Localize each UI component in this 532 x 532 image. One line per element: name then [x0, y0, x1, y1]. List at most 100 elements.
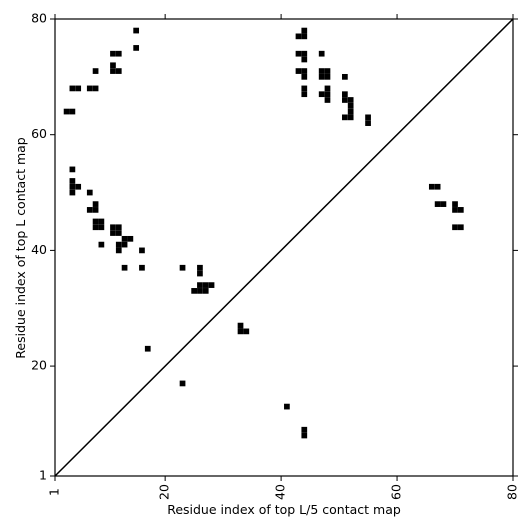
contact-cell-upper-19 — [301, 73, 308, 80]
contact-cell-mirror-8 — [457, 224, 464, 231]
contact-cell-lower-37 — [243, 328, 250, 335]
contact-cell-mirror-6 — [457, 207, 464, 213]
contact-cell-upper-34 — [342, 97, 348, 103]
contact-cell-mirror-1 — [434, 183, 441, 190]
contact-cell-mirror-0 — [428, 183, 435, 190]
contact-cell-lower-27 — [197, 264, 203, 271]
contact-cell-upper-22 — [342, 73, 348, 80]
contact-cell-upper-23 — [69, 85, 76, 92]
contact-cell-lower-2 — [69, 183, 76, 190]
contact-cell-upper-18 — [324, 68, 331, 74]
contact-cell-upper-40 — [342, 114, 348, 121]
contact-cell-lower-6 — [92, 201, 99, 207]
contact-cells-lower — [69, 166, 308, 439]
contact-cell-lower-39 — [179, 380, 186, 387]
diagonal-line — [54, 18, 514, 477]
contact-cell-lower-19 — [115, 241, 122, 248]
contact-cell-lower-16 — [115, 230, 122, 236]
contact-cell-lower-25 — [139, 264, 145, 271]
contact-cell-lower-23 — [139, 247, 145, 254]
x-tick-labels: 1 20 40 60 80 — [47, 484, 520, 500]
contact-cell-lower-18 — [127, 235, 134, 242]
contact-cell-upper-2 — [295, 33, 302, 40]
contact-cell-upper-11 — [110, 62, 116, 69]
contact-cell-upper-16 — [301, 68, 308, 74]
y-tick-labels: 1 20 40 60 80 — [31, 11, 47, 483]
contact-cell-lower-33 — [197, 288, 203, 294]
contact-cell-lower-30 — [202, 282, 209, 288]
contact-cell-upper-14 — [115, 68, 122, 74]
contact-cell-upper-30 — [318, 91, 325, 98]
contact-cell-lower-0 — [69, 166, 76, 173]
y-tick-label-0: 1 — [39, 468, 47, 483]
contact-cell-upper-36 — [347, 102, 354, 109]
contact-cell-upper-25 — [86, 85, 93, 92]
contact-cell-upper-17 — [318, 68, 325, 74]
contact-cell-upper-1 — [301, 27, 308, 34]
contact-cell-lower-22 — [115, 247, 122, 254]
contact-cell-lower-41 — [301, 426, 308, 433]
contact-cell-upper-24 — [75, 85, 82, 92]
contact-cell-upper-41 — [347, 114, 354, 121]
contact-cell-upper-32 — [342, 91, 348, 98]
contact-cell-lower-26 — [179, 264, 186, 271]
y-tick-label-3: 60 — [31, 126, 47, 141]
contact-cell-lower-12 — [98, 224, 105, 231]
x-tick-label-4: 80 — [505, 484, 520, 500]
plot-frame — [54, 18, 514, 477]
contact-cell-upper-12 — [92, 68, 99, 74]
contact-cell-lower-4 — [69, 189, 76, 196]
contact-cell-upper-8 — [301, 50, 308, 57]
contact-cell-upper-6 — [133, 45, 140, 51]
contact-cell-upper-26 — [92, 85, 99, 92]
contact-cell-mirror-2 — [434, 201, 441, 207]
contact-cell-lower-29 — [197, 282, 203, 288]
contact-cell-lower-34 — [202, 288, 209, 294]
contact-cell-upper-31 — [324, 91, 331, 98]
y-axis-label: Residue index of top L contact map — [13, 137, 28, 358]
contact-cell-lower-21 — [98, 241, 105, 248]
contact-cell-upper-0 — [133, 27, 140, 34]
contact-cell-lower-42 — [301, 432, 308, 439]
contact-cell-lower-32 — [191, 288, 197, 294]
contact-cell-mirror-3 — [440, 201, 447, 207]
contact-cell-upper-43 — [365, 120, 371, 126]
y-tick-label-1: 20 — [31, 358, 47, 373]
contact-cell-lower-5 — [86, 189, 93, 196]
contact-cell-mirror-7 — [452, 224, 458, 231]
contact-cell-upper-10 — [301, 56, 308, 63]
contact-cell-upper-13 — [110, 68, 116, 74]
contact-cell-lower-20 — [121, 241, 128, 248]
contact-cell-lower-10 — [98, 218, 105, 225]
contact-cell-lower-38 — [144, 345, 151, 352]
contact-cell-lower-7 — [86, 207, 93, 213]
contact-cell-upper-15 — [295, 68, 302, 74]
contact-cell-lower-9 — [92, 218, 99, 225]
y-tick-label-2: 40 — [31, 242, 47, 257]
contact-cell-lower-24 — [121, 264, 128, 271]
contact-cell-upper-4 — [110, 50, 116, 57]
contact-cell-lower-11 — [92, 224, 99, 231]
contact-cell-lower-13 — [110, 224, 116, 231]
contact-cell-mirror-4 — [452, 201, 458, 207]
contact-cell-upper-27 — [301, 85, 308, 92]
x-axis-label: Residue index of top L/5 contact map — [167, 502, 401, 517]
contact-cells-mirror — [428, 183, 464, 231]
contact-cell-lower-28 — [197, 270, 203, 277]
contact-cell-upper-20 — [318, 73, 325, 80]
contact-cell-lower-17 — [121, 235, 128, 242]
contact-cell-upper-7 — [295, 50, 302, 57]
contact-cell-upper-3 — [301, 33, 308, 40]
contact-cell-upper-38 — [63, 108, 70, 115]
contact-cell-lower-35 — [237, 322, 244, 329]
contact-cells-upper — [63, 27, 371, 126]
contact-cell-upper-28 — [324, 85, 331, 92]
contact-cell-lower-31 — [208, 282, 215, 288]
contact-cell-upper-21 — [324, 73, 331, 80]
contact-cell-lower-36 — [237, 328, 244, 335]
x-tick-label-0: 1 — [47, 488, 62, 496]
contact-cell-mirror-5 — [452, 207, 458, 213]
axis-ticks — [50, 14, 518, 481]
contact-cell-lower-8 — [92, 207, 99, 213]
